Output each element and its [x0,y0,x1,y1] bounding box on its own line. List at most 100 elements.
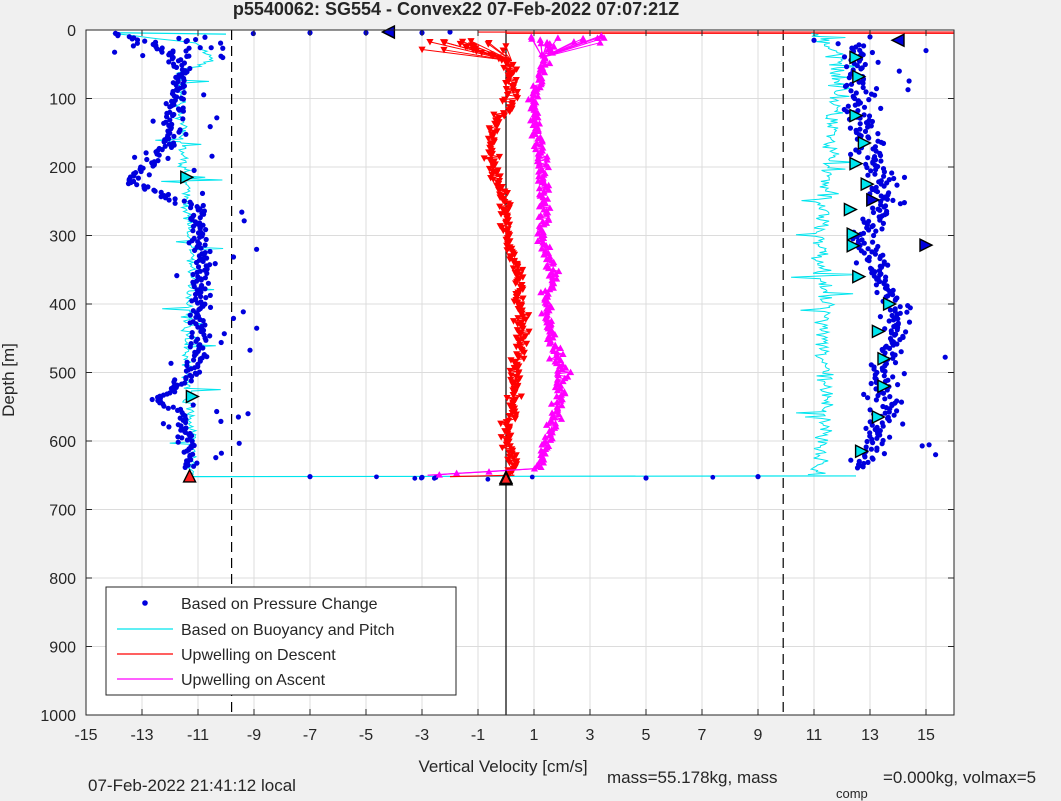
pressure-ascent-point [873,86,880,92]
upwelling-descent-marker [502,43,510,50]
pressure-ascent-point [844,109,850,115]
pressure-surface-point [176,35,182,41]
data-series-layer [111,29,954,482]
pressure-ascent-point [870,239,876,245]
pressure-ascent-point [891,317,897,323]
pressure-descent-point [158,194,164,200]
pressure-descent-point [189,373,195,380]
pressure-descent-point [245,411,251,417]
pressure-descent-point [171,133,177,139]
upwelling-ascent-marker [540,220,548,228]
pressure-descent-point [205,280,211,286]
cyan-event-marker [843,202,858,217]
upwelling-descent-marker [525,328,533,336]
pressure-descent-point [203,236,209,243]
pressure-ascent-point [881,451,888,457]
pressure-descent-point [188,205,194,211]
pressure-descent-point [115,33,121,39]
pressure-descent-point [172,389,178,395]
upwelling-ascent-marker [533,88,541,95]
pressure-ascent-point [858,66,864,72]
pressure-ascent-point [890,374,896,380]
pressure-ascent-point [866,97,872,103]
upwelling-descent-marker [505,459,514,467]
pressure-surface-point [250,30,256,37]
upwelling-descent-marker [493,182,501,189]
upwelling-ascent-marker [559,350,567,358]
upwelling-descent-marker [503,92,512,99]
cyan-event-marker [180,170,195,185]
upwelling-ascent-marker [553,376,562,383]
pressure-ascent-point [878,105,884,111]
upwelling-descent-marker [502,86,510,93]
pressure-descent-point [143,150,149,156]
pressure-ascent-point [863,425,869,431]
pressure-ascent-point [844,64,850,70]
pressure-descent-point [183,368,189,374]
legend-label-pressure: Based on Pressure Change [181,596,378,613]
upwelling-descent-fan [470,40,512,62]
pressure-descent-point [240,309,246,315]
upwelling-ascent-marker [549,273,557,281]
upwelling-descent-marker [506,108,514,116]
pressure-descent-point [254,246,260,252]
upwelling-ascent-fan [530,36,543,58]
pressure-descent-point [188,378,194,384]
upwelling-ascent-marker [528,132,536,139]
upwelling-ascent-marker [534,154,542,162]
blue-event-marker [866,192,881,208]
pressure-bottom-point [412,475,418,481]
pressure-descent-point [190,228,196,234]
pressure-descent-point [187,312,193,318]
pressure-surface-point [220,45,226,51]
upwelling-ascent-marker [544,163,553,171]
upwelling-descent-marker [522,316,530,324]
y-tick-label: 700 [49,503,76,520]
pressure-ascent-point [880,220,887,226]
pressure-ascent-point [872,251,879,257]
pressure-ascent-point [877,217,883,223]
upwelling-descent-marker [484,41,492,48]
x-tick-label: 15 [917,727,935,744]
cyan-event-marker [877,379,892,394]
pressure-ascent-point [862,61,868,68]
pressure-ascent-point [875,392,881,399]
cyan-event-marker [849,50,864,65]
pressure-ascent-point [873,397,880,403]
pressure-ascent-point [897,201,904,207]
upwelling-ascent-marker [534,229,542,237]
pressure-ascent-point [880,390,887,396]
x-tick-label: -13 [130,727,153,744]
pressure-ascent-point [882,396,888,402]
upwelling-ascent-marker [557,415,566,422]
pressure-descent-point [175,87,181,93]
pressure-descent-point [172,196,178,202]
upwelling-ascent-marker [553,392,561,400]
pressure-descent-point [236,440,242,446]
upwelling-descent-marker [509,391,517,399]
pressure-ascent-point [906,319,913,325]
pressure-descent-point [204,270,210,276]
upwelling-ascent-marker [537,39,545,47]
pressure-surface-point [447,29,453,35]
x-tick-label: 5 [642,727,651,744]
pressure-descent-point [207,124,213,130]
upwelling-descent-marker [426,39,434,46]
pressure-bottom-point [307,474,313,480]
cyan-event-marker [860,176,875,192]
upwelling-ascent-marker [547,317,556,324]
pressure-descent-point [175,58,182,64]
pressure-descent-point [142,186,148,192]
upwelling-descent-marker [440,46,448,54]
upwelling-ascent-marker [557,382,565,389]
pressure-surface-point [217,40,224,46]
upwelling-ascent-marker [532,145,540,153]
pressure-descent-point [142,38,148,44]
pressure-descent-point [190,223,197,229]
upwelling-ascent-marker [558,401,566,409]
cyan-event-marker [849,156,864,171]
upwelling-descent-marker [513,95,522,102]
upwelling-descent-marker [513,89,521,96]
pressure-ascent-point [872,171,878,177]
pressure-surface-point [186,53,192,59]
